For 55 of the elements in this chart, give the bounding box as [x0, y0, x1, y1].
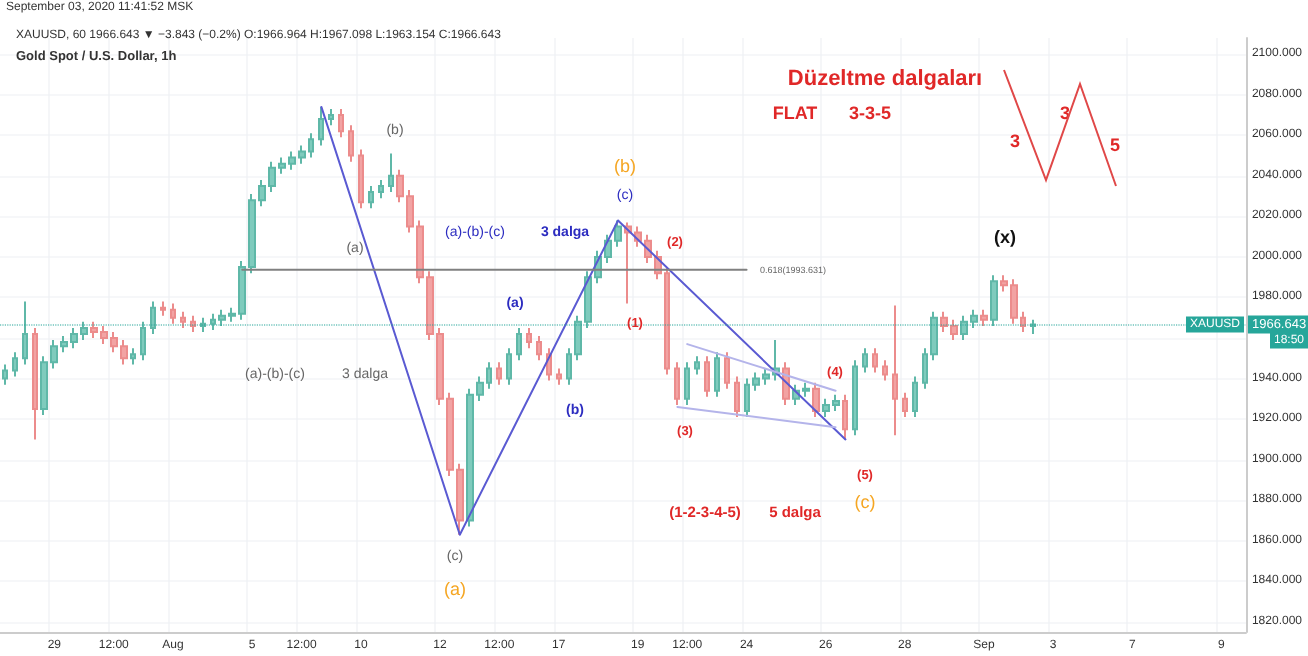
candlestick	[694, 355, 700, 376]
candlestick	[190, 314, 196, 333]
candlestick	[912, 375, 918, 419]
candlestick	[2, 363, 8, 386]
candlestick	[378, 178, 384, 200]
candlestick	[862, 347, 868, 374]
candlestick	[32, 326, 38, 441]
annotation: 3	[1009, 131, 1021, 152]
candlestick	[12, 351, 18, 378]
candlestick	[812, 381, 820, 419]
candlestick	[842, 393, 848, 441]
annotation: 5	[1109, 135, 1121, 156]
candlestick	[1030, 318, 1036, 335]
candlestick	[734, 375, 740, 419]
candlestick	[170, 302, 176, 325]
candlestick	[496, 361, 502, 386]
candlestick	[22, 300, 28, 366]
candlestick	[130, 347, 136, 366]
candlestick	[318, 105, 324, 147]
candlestick	[338, 107, 344, 139]
candlestick	[180, 310, 186, 329]
candlestick	[714, 351, 720, 398]
annotation: 3-3-5	[848, 103, 892, 124]
candlestick	[368, 184, 374, 210]
candlestick	[902, 391, 908, 419]
candlestick	[724, 351, 730, 390]
candlestick	[358, 148, 364, 210]
candlestick	[892, 304, 898, 437]
candlestick	[852, 359, 858, 437]
candlestick	[624, 221, 632, 305]
annotation: (b)	[614, 155, 636, 176]
candlestick	[872, 347, 878, 374]
candlestick	[150, 300, 156, 335]
annotation: Düzeltme dalgaları	[787, 66, 983, 91]
candlestick	[160, 300, 166, 317]
candlestick	[348, 124, 354, 163]
candlestick	[684, 361, 690, 406]
candlestick	[526, 326, 532, 350]
candlestick	[506, 347, 512, 386]
annotation: (a)	[444, 579, 466, 600]
candlestick	[328, 107, 334, 127]
candlestick	[556, 367, 562, 386]
annotation: (c)	[854, 492, 876, 513]
candlestick	[674, 361, 680, 406]
candlestick	[704, 355, 710, 398]
candlestick	[388, 152, 394, 194]
candlestick	[990, 274, 998, 327]
candlestick	[882, 359, 888, 382]
line-series	[320, 105, 847, 536]
candlestick	[516, 326, 522, 362]
annotation: FLAT	[772, 103, 819, 124]
annotation: (x)	[994, 226, 1016, 247]
candlestick	[140, 320, 146, 362]
candlestick	[980, 308, 988, 327]
candlestick	[536, 335, 542, 362]
